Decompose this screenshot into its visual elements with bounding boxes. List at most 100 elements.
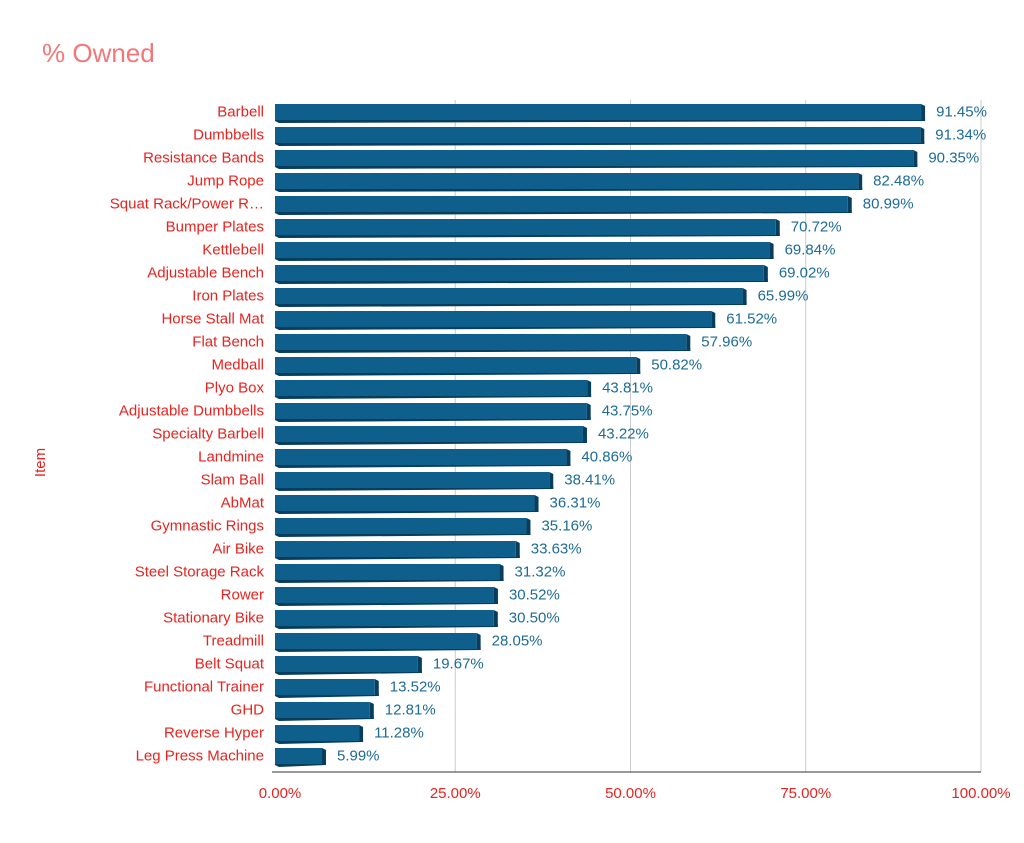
data-label: 12.81% (385, 702, 436, 719)
bar-shadow (275, 647, 481, 652)
category-label: Belt Squat (195, 656, 265, 673)
bar-side (920, 127, 925, 144)
data-label: 36.31% (550, 495, 601, 512)
bar-shadow (275, 118, 926, 123)
bar-side (586, 403, 591, 420)
bar-side (493, 610, 498, 627)
category-label: AbMat (221, 495, 265, 512)
bar-side (711, 311, 716, 328)
category-label: Steel Storage Rack (135, 564, 265, 581)
data-label: 5.99% (337, 748, 380, 765)
data-label: 69.02% (779, 265, 830, 282)
category-label: Resistance Bands (143, 150, 264, 167)
bar-shadow (275, 578, 504, 583)
bar-shadow (275, 739, 364, 744)
bar (275, 242, 770, 258)
bar-side (763, 265, 768, 282)
bar-shadow (275, 555, 520, 560)
data-label: 65.99% (758, 288, 809, 305)
bar (275, 219, 776, 235)
bar (275, 173, 859, 189)
bar (275, 196, 848, 212)
category-label: Leg Press Machine (136, 748, 264, 765)
chart-title: % Owned (42, 38, 155, 68)
bar-shadow (275, 693, 379, 698)
bar-side (775, 219, 780, 236)
bar-side (913, 150, 918, 167)
data-label: 35.16% (541, 518, 592, 535)
bar-side (417, 656, 422, 673)
category-label: Functional Trainer (144, 679, 264, 696)
data-label: 50.82% (651, 357, 702, 374)
data-label: 43.75% (602, 403, 653, 420)
data-label: 57.96% (701, 334, 752, 351)
category-label: Stationary Bike (163, 610, 264, 627)
bar (275, 748, 322, 764)
bar (275, 449, 567, 465)
bar-side (534, 495, 539, 512)
bar-side (493, 587, 498, 604)
category-label: Gymnastic Rings (151, 518, 264, 535)
bar-side (369, 702, 374, 719)
category-label: GHD (231, 702, 265, 719)
bar (275, 610, 494, 626)
bar-shadow (275, 532, 531, 537)
bar (275, 403, 587, 419)
bar-side (499, 564, 504, 581)
bar-side (769, 242, 774, 259)
category-label: Rower (221, 587, 264, 604)
data-label: 28.05% (492, 633, 543, 650)
bar (275, 127, 921, 143)
bar-side (321, 748, 326, 765)
category-label: Air Bike (212, 541, 264, 558)
bar-side (566, 449, 571, 466)
bar-side (921, 104, 926, 121)
category-label: Flat Bench (192, 334, 264, 351)
category-label: Barbell (217, 104, 264, 121)
data-label: 19.67% (433, 656, 484, 673)
data-label: 40.86% (581, 449, 632, 466)
bar-shadow (275, 141, 925, 146)
bar-shadow (275, 716, 374, 721)
bar (275, 104, 922, 120)
bar-side (742, 288, 747, 305)
bar (275, 518, 527, 534)
bar-side (549, 472, 554, 489)
bar-shadow (275, 394, 592, 399)
bar-shadow (275, 509, 539, 514)
category-label: Kettlebell (202, 242, 264, 259)
bar-shadow (275, 348, 691, 353)
bar (275, 472, 550, 488)
category-label: Plyo Box (205, 380, 265, 397)
data-label: 30.52% (509, 587, 560, 604)
bar-side (636, 357, 641, 374)
category-label: Slam Ball (201, 472, 264, 489)
data-label: 91.45% (936, 104, 987, 121)
data-label: 43.81% (602, 380, 653, 397)
category-label: Squat Rack/Power R… (110, 196, 264, 213)
data-label: 61.52% (726, 311, 777, 328)
x-tick-label: 75.00% (780, 785, 831, 802)
data-label: 38.41% (564, 472, 615, 489)
category-label: Iron Plates (192, 288, 264, 305)
category-label: Jump Rope (187, 173, 264, 190)
bar (275, 380, 588, 396)
bar (275, 541, 516, 557)
category-label: Dumbbells (193, 127, 264, 144)
bar-shadow (275, 440, 587, 445)
category-label: Bumper Plates (166, 219, 264, 236)
bar-side (858, 173, 863, 190)
bar-shadow (275, 233, 780, 238)
bar-side (476, 633, 481, 650)
data-label: 33.63% (531, 541, 582, 558)
bar (275, 288, 743, 304)
bar-shadow (275, 417, 591, 422)
bar (275, 725, 360, 741)
bar-side (587, 380, 592, 397)
bar (275, 495, 535, 511)
data-label: 90.35% (928, 150, 979, 167)
data-label: 43.22% (598, 426, 649, 443)
bar-shadow (275, 601, 498, 606)
